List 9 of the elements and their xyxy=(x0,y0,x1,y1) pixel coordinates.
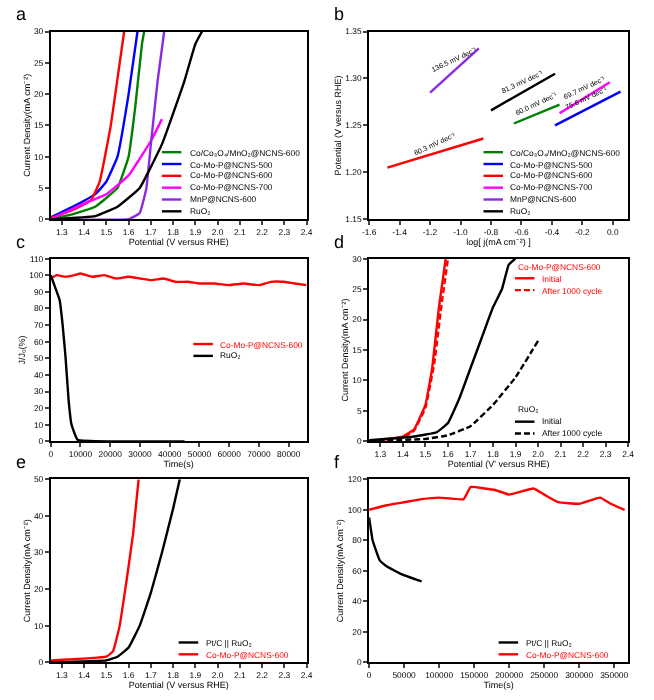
line-series xyxy=(369,485,626,512)
line-series xyxy=(50,479,140,662)
line-series xyxy=(50,117,164,220)
chart-title: c xyxy=(16,232,26,252)
chart-title: b xyxy=(334,4,345,24)
chart-title: a xyxy=(16,4,27,24)
chart-title: d xyxy=(334,232,345,252)
chart-title: f xyxy=(334,452,340,472)
chart-title: e xyxy=(16,452,27,472)
